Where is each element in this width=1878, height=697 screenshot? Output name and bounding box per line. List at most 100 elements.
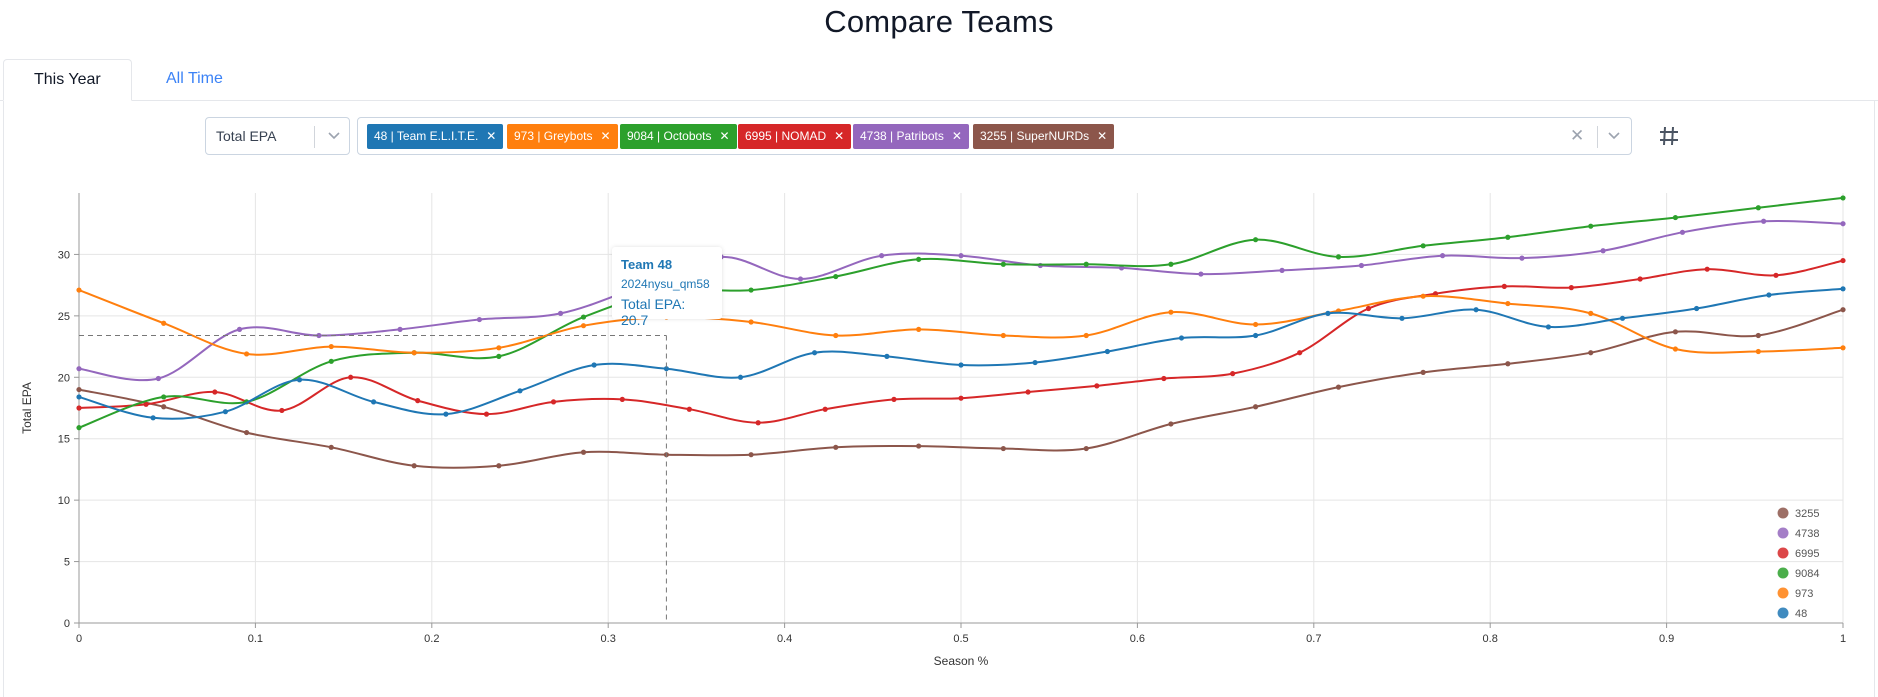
data-point-48 (1325, 310, 1331, 316)
data-point-973 (76, 287, 82, 293)
team-chip-label: 973 | Greybots (514, 129, 593, 143)
data-point-48 (591, 362, 597, 368)
x-tick-label: 0.7 (1306, 633, 1321, 645)
data-point-9084 (76, 425, 82, 431)
data-point-6995 (755, 420, 761, 426)
remove-chip-icon[interactable]: ✕ (1097, 129, 1108, 143)
data-point-973 (1505, 300, 1511, 307)
y-tick-label: 5 (64, 557, 70, 569)
tab-bar: This Year All Time (0, 59, 1878, 101)
remove-chip-icon[interactable]: ✕ (719, 129, 730, 143)
data-point-4738 (155, 375, 161, 382)
data-point-6995 (958, 395, 964, 401)
data-point-48 (811, 350, 818, 356)
data-point-9084 (1420, 243, 1426, 249)
team-chip-label: 9084 | Octobots (627, 129, 712, 143)
data-point-9084 (161, 394, 167, 400)
x-tick-label: 0.8 (1483, 633, 1498, 645)
data-point-3255 (1840, 307, 1846, 313)
data-point-4738 (236, 326, 243, 332)
data-point-4738 (958, 253, 964, 259)
data-point-3255 (243, 429, 250, 436)
team-chip-label: 3255 | SuperNURDs (980, 129, 1090, 143)
team-multi-select[interactable]: 48 | Team E.L.I.T.E. ✕ 973 | Greybots ✕ 90… (357, 117, 1632, 155)
metric-select-separator (314, 126, 315, 148)
data-point-3255 (1420, 369, 1426, 375)
team-select-separator (1597, 126, 1598, 148)
x-axis-title: Season % (934, 654, 989, 668)
metric-select[interactable]: Total EPA (205, 117, 350, 155)
data-point-9084 (1672, 214, 1679, 221)
data-point-9084 (1505, 234, 1511, 240)
data-point-3255 (580, 449, 587, 455)
team-chip-9084: 9084 | Octobots ✕ (620, 124, 737, 149)
legend-marker-973 (1777, 587, 1789, 599)
chart-tooltip: Team 48 2024nysu_qm58 Total EPA: 20.7 (612, 247, 722, 328)
data-point-48 (1545, 324, 1552, 330)
chevron-down-icon[interactable] (326, 127, 342, 143)
data-point-48 (1104, 348, 1111, 355)
legend-label-6995: 6995 (1795, 548, 1819, 560)
team-chip-label: 4738 | Patribots (860, 129, 944, 143)
data-point-973 (328, 343, 334, 350)
data-point-973 (1420, 293, 1426, 299)
y-tick-label: 0 (64, 618, 70, 630)
data-point-48 (1032, 359, 1038, 366)
y-tick-label: 20 (58, 372, 70, 384)
data-point-9084 (1335, 254, 1342, 260)
data-point-48 (1252, 332, 1259, 339)
data-point-6995 (1161, 375, 1167, 382)
data-point-4738 (1600, 248, 1606, 254)
legend-marker-3255 (1777, 507, 1789, 519)
data-point-3255 (1083, 445, 1089, 452)
chevron-down-icon[interactable] (1606, 127, 1622, 143)
data-point-9084 (1000, 261, 1006, 267)
data-point-6995 (1365, 305, 1372, 312)
data-point-973 (748, 319, 754, 325)
data-point-6995 (619, 396, 625, 402)
close-icon[interactable]: ✕ (1570, 126, 1585, 145)
data-point-6995 (1094, 383, 1100, 389)
data-point-3255 (916, 443, 922, 449)
remove-chip-icon[interactable]: ✕ (951, 129, 962, 143)
metric-select-value: Total EPA (216, 128, 277, 144)
data-point-6995 (415, 398, 421, 404)
data-point-4738 (1279, 267, 1285, 273)
tab-all-time[interactable]: All Time (166, 70, 223, 87)
x-tick-label: 0.5 (953, 633, 968, 645)
data-point-4738 (1118, 265, 1125, 271)
data-point-9084 (328, 358, 334, 364)
data-point-48 (1619, 315, 1626, 321)
epa-line-chart: 0 0.1 0.2 0.3 0.4 0.5 0.6 0.7 0.8 0.9 105101520253… (20, 193, 1846, 668)
data-point-9084 (1083, 261, 1089, 267)
data-point-9084 (833, 273, 839, 280)
legend-marker-48 (1777, 607, 1789, 619)
hash-icon[interactable] (1658, 125, 1680, 147)
data-point-4738 (1840, 221, 1846, 227)
data-point-4738 (879, 253, 885, 259)
team-chip-48: 48 | Team E.L.I.T.E. ✕ (367, 124, 504, 149)
data-point-6995 (348, 374, 354, 380)
data-point-6995 (1501, 283, 1507, 289)
x-tick-label: 0.6 (1130, 633, 1145, 645)
data-point-6995 (1025, 389, 1031, 395)
data-point-48 (1399, 315, 1405, 321)
data-point-6995 (822, 406, 828, 412)
data-point-973 (411, 350, 417, 356)
x-tick-label: 0.2 (424, 633, 439, 645)
x-tick-label: 0.3 (601, 633, 616, 645)
remove-chip-icon[interactable]: ✕ (486, 129, 497, 143)
data-point-4738 (316, 332, 322, 339)
data-point-48 (1766, 292, 1772, 298)
tab-this-year[interactable]: This Year (3, 59, 132, 101)
data-point-48 (1840, 286, 1846, 292)
data-point-48 (443, 411, 449, 417)
data-point-973 (496, 345, 502, 351)
data-point-6995 (279, 407, 285, 414)
y-tick-label: 30 (58, 249, 70, 261)
legend-label-48: 48 (1795, 608, 1807, 620)
remove-chip-icon[interactable]: ✕ (834, 129, 845, 143)
data-point-4738 (1519, 255, 1525, 261)
legend-label-3255: 3255 (1795, 508, 1819, 520)
remove-chip-icon[interactable]: ✕ (600, 129, 611, 143)
